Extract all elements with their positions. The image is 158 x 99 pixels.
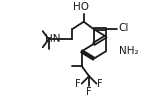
Text: Cl: Cl [119,23,129,33]
Text: HN: HN [45,34,61,44]
Text: F: F [97,79,103,89]
Text: F: F [75,79,81,89]
Text: F: F [86,87,92,97]
Text: HO: HO [73,2,89,12]
Text: NH₂: NH₂ [119,46,138,56]
